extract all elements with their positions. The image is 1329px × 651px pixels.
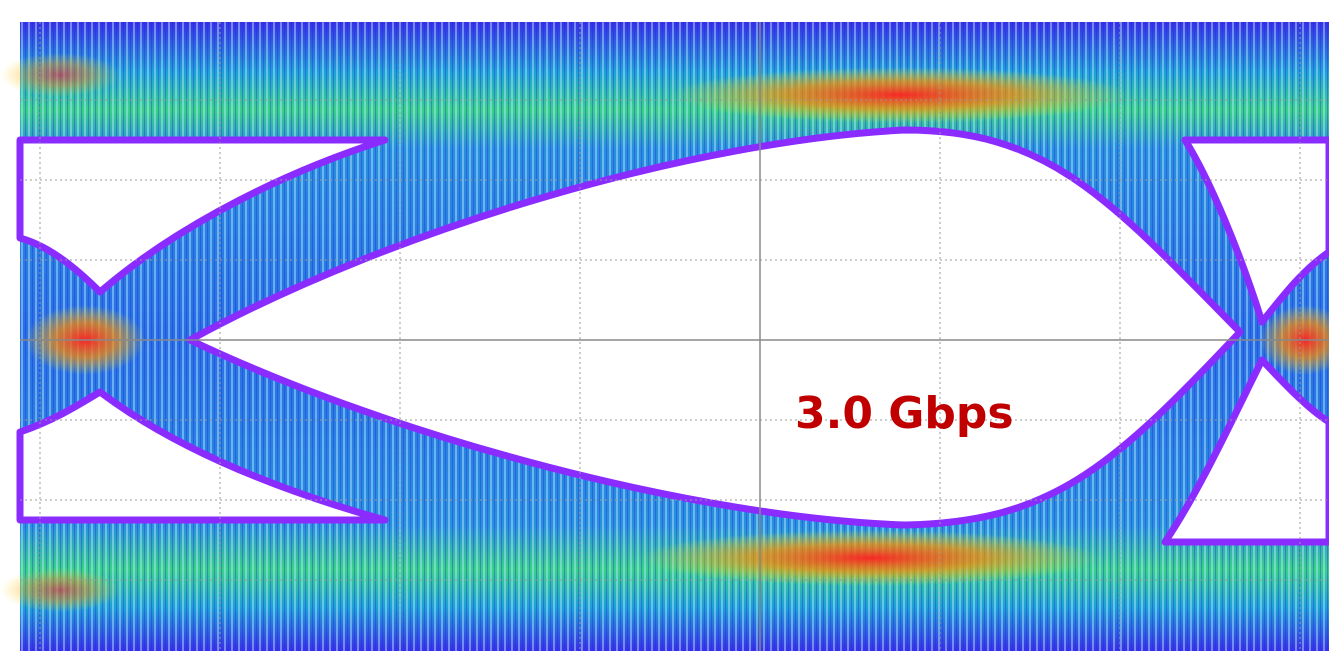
- eye-opening: [1161, 356, 1329, 546]
- eye-opening: [16, 388, 389, 524]
- hot-spot: [670, 67, 1130, 123]
- rate-label: 3.0 Gbps: [795, 388, 1014, 439]
- graticule: [20, 22, 1329, 651]
- hot-spot: [0, 568, 120, 612]
- eye-opening: [186, 126, 1244, 529]
- eye-openings: [16, 126, 1329, 546]
- hot-spot: [640, 530, 1100, 586]
- eye-opening: [16, 136, 389, 296]
- hot-spot: [0, 53, 120, 97]
- crosshair: [20, 22, 1329, 651]
